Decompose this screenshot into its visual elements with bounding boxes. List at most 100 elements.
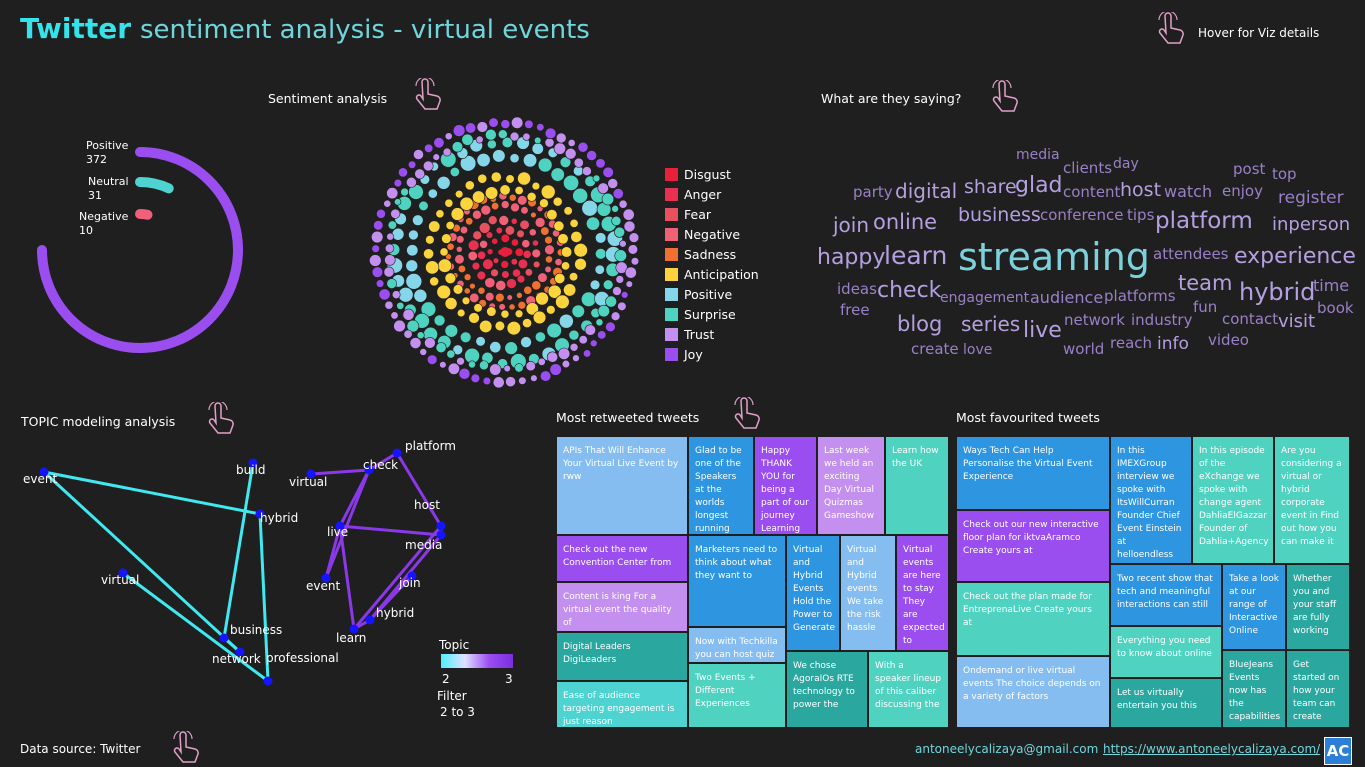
emotion-bubble[interactable] <box>393 178 403 188</box>
emotion-bubble[interactable] <box>477 250 487 260</box>
emotion-bubble[interactable] <box>553 220 565 232</box>
pointer-hand-icon[interactable] <box>168 731 202 767</box>
emotion-bubble[interactable] <box>501 136 513 149</box>
legend-item[interactable]: Positive <box>665 284 759 304</box>
emotion-bubble[interactable] <box>622 208 635 221</box>
cloud-word[interactable]: conference <box>1040 206 1124 224</box>
legend-item[interactable]: Joy <box>665 344 759 364</box>
tweet-tile[interactable]: With a speaker lineup of this caliber di… <box>868 651 949 728</box>
topic-node[interactable] <box>219 633 229 643</box>
emotion-bubble[interactable] <box>393 319 406 333</box>
legend-item[interactable]: Sadness <box>665 244 759 264</box>
cloud-word[interactable]: time <box>1313 276 1350 295</box>
topic-node[interactable] <box>255 509 265 519</box>
emotion-bubble[interactable] <box>413 149 424 160</box>
emotion-bubble[interactable] <box>617 301 627 311</box>
emotion-bubble[interactable] <box>557 233 569 245</box>
emotion-bubble[interactable] <box>429 276 440 287</box>
emotion-bubble[interactable] <box>398 287 414 303</box>
emotion-bubble[interactable] <box>468 312 480 324</box>
emotion-bubble[interactable] <box>539 198 549 209</box>
emotion-bubble[interactable] <box>535 291 549 306</box>
emotion-bubble[interactable] <box>473 303 483 313</box>
emotion-bubble[interactable] <box>456 356 465 366</box>
emotion-bubble[interactable] <box>532 239 539 247</box>
cloud-word[interactable]: share <box>964 176 1017 198</box>
tweet-tile[interactable]: Two recent show that tech and meaningful… <box>1110 564 1222 626</box>
legend-item[interactable]: Anger <box>665 184 759 204</box>
emotion-bubble[interactable] <box>423 248 435 260</box>
topic-node[interactable] <box>436 530 446 540</box>
emotion-bubble[interactable] <box>490 171 502 183</box>
tweet-tile[interactable]: Get started on how your team can create <box>1286 650 1350 728</box>
topic-node[interactable] <box>263 676 273 686</box>
cloud-word[interactable]: learn <box>884 241 948 270</box>
emotion-bubble[interactable] <box>477 173 488 184</box>
emotion-bubble[interactable] <box>539 370 552 382</box>
legend-item[interactable]: Trust <box>665 324 759 344</box>
emotion-bubble[interactable] <box>509 153 520 164</box>
emotion-bubble[interactable] <box>492 257 500 264</box>
tweet-tile[interactable]: In this episode of the eXchange we spoke… <box>1192 436 1274 564</box>
emotion-bubble[interactable] <box>478 222 491 234</box>
topic-edge[interactable] <box>368 574 414 622</box>
emotion-bubble[interactable] <box>510 258 518 266</box>
emotion-bubble[interactable] <box>503 364 511 373</box>
emotion-bubble[interactable] <box>524 268 533 277</box>
emotion-bubble[interactable] <box>418 200 429 211</box>
emotion-bubble[interactable] <box>403 329 413 339</box>
cloud-word[interactable]: happy <box>817 245 886 270</box>
cloud-word[interactable]: host <box>1120 179 1162 201</box>
emotion-bubble[interactable] <box>391 227 405 241</box>
topic-node[interactable] <box>392 448 402 458</box>
emotion-bubble[interactable] <box>476 153 491 168</box>
cloud-word[interactable]: tips <box>1127 206 1155 224</box>
emotion-bubble[interactable] <box>419 348 428 356</box>
emotion-bubble[interactable] <box>628 232 640 243</box>
emotion-bubble[interactable] <box>432 153 440 161</box>
emotion-bubble[interactable] <box>498 215 510 226</box>
emotion-bubble[interactable] <box>398 167 408 178</box>
emotion-bubble[interactable] <box>383 266 395 278</box>
emotion-bubble[interactable] <box>488 117 499 128</box>
emotion-bubble[interactable] <box>602 166 614 178</box>
cloud-word[interactable]: love <box>963 342 993 358</box>
cloud-word[interactable]: industry <box>1131 311 1193 329</box>
cloud-word[interactable]: ideas <box>837 280 877 298</box>
topic-node[interactable] <box>321 573 331 583</box>
emotion-bubble[interactable] <box>424 337 436 349</box>
emotion-bubble[interactable] <box>531 181 541 191</box>
emotion-bubble[interactable] <box>487 215 498 225</box>
emotion-bubble[interactable] <box>594 264 605 275</box>
emotion-bubble[interactable] <box>378 288 391 301</box>
topic-node[interactable] <box>436 521 446 531</box>
emotion-bubble[interactable] <box>583 349 592 358</box>
emotion-bubble[interactable] <box>416 331 425 340</box>
tweet-tile[interactable]: Whether you and your staff are fully wor… <box>1286 564 1350 650</box>
emotion-bubble[interactable] <box>390 208 401 219</box>
topic-edge[interactable] <box>122 571 269 683</box>
emotion-bubble[interactable] <box>463 273 472 281</box>
emotion-bubble[interactable] <box>564 147 577 160</box>
cloud-word[interactable]: audience <box>1030 288 1104 307</box>
emotion-bubble[interactable] <box>452 344 464 356</box>
emotion-bubble[interactable] <box>446 242 455 251</box>
emotion-bubble[interactable] <box>528 228 537 237</box>
emotion-bubble[interactable] <box>383 199 392 208</box>
emotion-bubble[interactable] <box>627 244 639 255</box>
emotion-bubble[interactable] <box>511 116 524 129</box>
cloud-word[interactable]: content <box>1063 183 1121 201</box>
emotion-bubble[interactable] <box>546 322 562 339</box>
cloud-word[interactable]: attendees <box>1153 245 1229 263</box>
emotion-bubble[interactable] <box>400 187 409 197</box>
emotion-bubble[interactable] <box>489 341 502 354</box>
emotion-bubble[interactable] <box>508 303 516 311</box>
emotion-bubble[interactable] <box>500 260 510 269</box>
legend-item[interactable]: Negative <box>665 224 759 244</box>
emotion-bubble[interactable] <box>521 239 531 249</box>
tweet-tile[interactable]: Ways Tech Can Help Personalise the Virtu… <box>956 436 1110 510</box>
tweet-tile[interactable]: Check out the plan made for EntreprenaLi… <box>956 582 1110 656</box>
emotion-bubble[interactable] <box>405 273 423 290</box>
emotion-bubble[interactable] <box>623 220 636 233</box>
emotion-bubble[interactable] <box>595 158 606 169</box>
